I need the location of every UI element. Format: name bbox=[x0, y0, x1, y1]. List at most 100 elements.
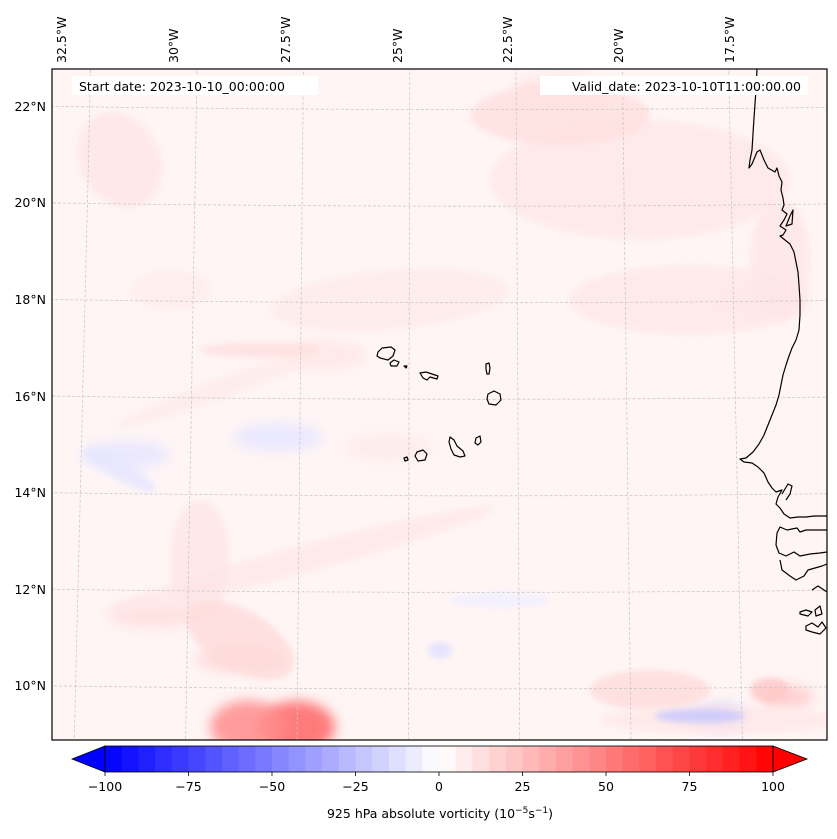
longitude-tick-label: 25°W bbox=[390, 28, 405, 63]
colorbar-tick-label: 50 bbox=[598, 779, 614, 794]
longitude-tick-label: 22.5°W bbox=[500, 17, 515, 63]
colorbar-segment bbox=[188, 746, 206, 772]
colorbar-segment bbox=[606, 746, 624, 772]
colorbar-extend-min bbox=[70, 745, 106, 773]
vorticity-band bbox=[655, 709, 745, 723]
vorticity-band bbox=[490, 120, 790, 240]
coastline-bissagos-4 bbox=[805, 621, 827, 635]
colorbar-segment bbox=[138, 746, 156, 772]
island-sal bbox=[485, 362, 491, 375]
vorticity-band bbox=[470, 85, 650, 145]
colorbar-label-end: ) bbox=[548, 806, 553, 821]
colorbar-segment bbox=[338, 746, 357, 772]
start-date-box bbox=[72, 76, 318, 95]
colorbar-segment bbox=[672, 746, 691, 772]
valid-date-label: Valid_date: 2023-10-10T11:00:00.00 bbox=[572, 79, 801, 94]
island-fogo bbox=[414, 449, 428, 462]
vorticity-band bbox=[130, 270, 210, 310]
coastline-africa-south bbox=[779, 559, 827, 581]
longitude-tick-label: 27.5°W bbox=[278, 17, 293, 63]
vorticity-feature bbox=[210, 700, 287, 740]
colorbar-segment bbox=[722, 746, 741, 772]
coastline-bissagos-1 bbox=[811, 585, 827, 593]
longitude-tick-label: 32.5°W bbox=[54, 17, 69, 63]
latitude-tick-label: 20°N bbox=[14, 195, 46, 210]
colorbar-segment bbox=[171, 746, 190, 772]
colorbar-segment bbox=[255, 746, 273, 772]
colorbar-segments bbox=[105, 746, 774, 772]
colorbar-tick-label: 25 bbox=[515, 779, 531, 794]
vorticity-band bbox=[200, 342, 320, 358]
island-santiago bbox=[448, 436, 466, 458]
vorticity-band bbox=[170, 500, 230, 620]
colorbar-segment bbox=[539, 746, 557, 772]
longitude-tick-labels: 32.5°W 30°W 27.5°W 25°W 22.5°W 20°W 17.5°W bbox=[54, 17, 737, 63]
latitude-tick-label: 22°N bbox=[14, 99, 46, 114]
vorticity-band bbox=[428, 642, 452, 658]
coastline-bissagos-2 bbox=[799, 609, 813, 617]
colorbar-segment bbox=[706, 746, 724, 772]
parallel-gridline bbox=[52, 492, 827, 497]
colorbar-segment bbox=[639, 746, 657, 772]
colorbar-label: 925 hPa absolute vorticity (10−5s−1) bbox=[327, 806, 553, 821]
colorbar-label-unit: s bbox=[528, 806, 535, 821]
colorbar-segment bbox=[555, 746, 574, 772]
colorbar-tick-label: −75 bbox=[175, 779, 201, 794]
colorbar-segment bbox=[756, 746, 774, 772]
colorbar-segment bbox=[221, 746, 240, 772]
colorbar-segment bbox=[305, 746, 323, 772]
colorbar-segment bbox=[505, 746, 524, 772]
vorticity-band bbox=[77, 112, 163, 208]
vorticity-band bbox=[750, 678, 790, 702]
colorbar-tick-label: −25 bbox=[342, 779, 368, 794]
colorbar-segment bbox=[522, 746, 540, 772]
coastline-bay bbox=[781, 483, 793, 501]
map-panel: Start date: 2023-10-10_00:00:00 Valid_da… bbox=[51, 68, 828, 741]
coastline-bissagos-3 bbox=[814, 605, 823, 617]
latitude-tick-label: 18°N bbox=[14, 292, 46, 307]
colorbar-label-exp2: −1 bbox=[535, 806, 548, 816]
coastlines bbox=[376, 69, 827, 635]
parallel-gridline bbox=[52, 202, 827, 207]
longitude-tick-label: 17.5°W bbox=[722, 17, 737, 63]
colorbar-segment bbox=[205, 746, 223, 772]
colorbar: −100 −75 −50 −25 0 25 50 75 100 925 hPa absolute… bbox=[70, 745, 809, 821]
island-boa-vista bbox=[486, 390, 502, 406]
island-sao-vicente bbox=[389, 359, 400, 367]
colorbar-segment bbox=[155, 746, 173, 772]
vorticity-band bbox=[450, 592, 550, 608]
colorbar-segment bbox=[689, 746, 707, 772]
colorbar-tick-label: −100 bbox=[88, 779, 122, 794]
colorbar-tick-label: 75 bbox=[682, 779, 698, 794]
vorticity-band bbox=[570, 265, 810, 335]
vorticity-band bbox=[750, 200, 810, 320]
start-date-label: Start date: 2023-10-10_00:00:00 bbox=[79, 79, 285, 94]
valid-date-box bbox=[540, 76, 808, 95]
vorticity-band bbox=[270, 268, 510, 332]
colorbar-segment bbox=[288, 746, 306, 772]
vorticity-feature bbox=[233, 423, 324, 452]
colorbar-ticks: −100 −75 −50 −25 0 25 50 75 100 bbox=[88, 772, 785, 794]
colorbar-segment bbox=[439, 746, 457, 772]
colorbar-segment bbox=[105, 746, 123, 772]
coastline-africa bbox=[739, 69, 827, 519]
vorticity-feature bbox=[342, 433, 433, 462]
vorticity-field bbox=[77, 76, 827, 740]
colorbar-label-exp1: −5 bbox=[515, 806, 528, 816]
parallel-gridline bbox=[52, 299, 827, 304]
latitude-tick-label: 14°N bbox=[14, 485, 46, 500]
coastline-africa-guinea bbox=[775, 526, 827, 557]
colorbar-segment bbox=[405, 746, 423, 772]
colorbar-segment bbox=[622, 746, 640, 772]
colorbar-segment bbox=[322, 746, 340, 772]
colorbar-tick-label: 0 bbox=[435, 779, 443, 794]
longitude-tick-label: 30°W bbox=[166, 28, 181, 63]
colorbar-extend-max bbox=[772, 745, 809, 773]
island-sao-nicolau bbox=[419, 371, 439, 381]
colorbar-segment bbox=[589, 746, 607, 772]
colorbar-segment bbox=[739, 746, 757, 772]
colorbar-segment bbox=[489, 746, 507, 772]
colorbar-segment bbox=[656, 746, 674, 772]
vorticity-band bbox=[590, 670, 710, 710]
